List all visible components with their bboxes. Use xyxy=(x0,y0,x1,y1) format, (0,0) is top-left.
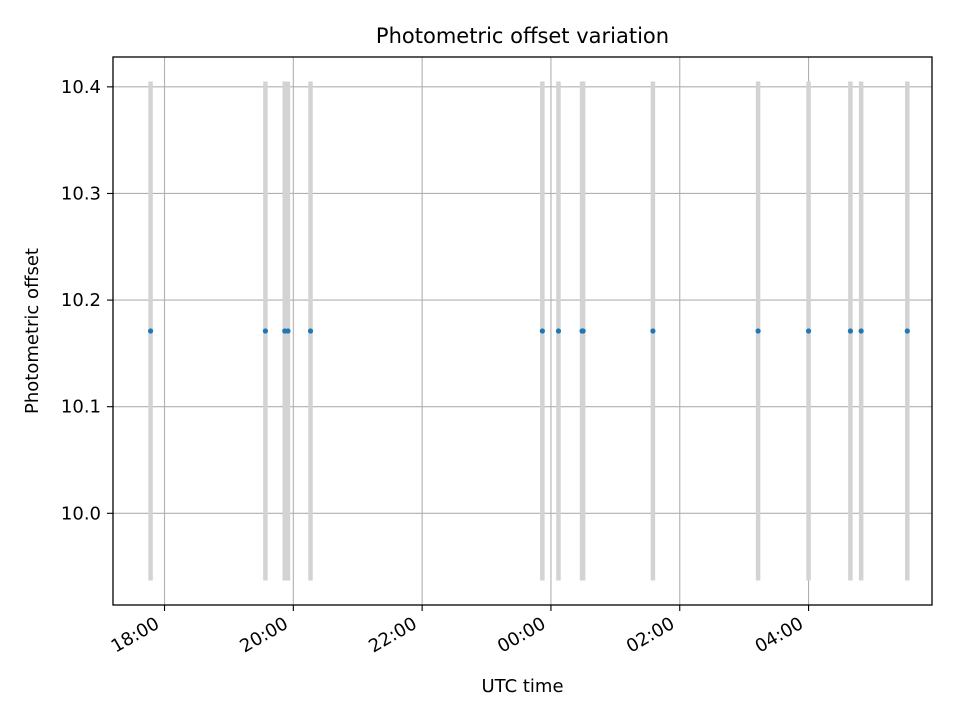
x-tick-label: 20:00 xyxy=(236,613,291,657)
data-point xyxy=(307,328,314,334)
x-tick-label: 00:00 xyxy=(494,613,549,657)
data-point xyxy=(805,328,812,334)
data-point xyxy=(539,328,545,334)
point-layer xyxy=(147,328,910,334)
y-tick-label: 10.4 xyxy=(61,77,101,98)
data-point xyxy=(755,328,761,334)
y-tick-label: 10.2 xyxy=(61,290,101,311)
data-point xyxy=(262,328,269,334)
data-point xyxy=(650,328,656,334)
plot-frame xyxy=(112,56,933,606)
y-tick-label: 10.3 xyxy=(61,183,101,204)
data-point xyxy=(904,328,910,334)
x-tick-label: 04:00 xyxy=(752,613,807,657)
data-point xyxy=(147,328,154,334)
y-tick-label: 10.0 xyxy=(61,503,101,524)
tick-layer: 18:00 20:00 22:00 00:00 02:00 04:00 10.0 10.1 10… xyxy=(61,77,810,657)
y-tick-label: 10.1 xyxy=(61,397,101,418)
x-tick-label: 22:00 xyxy=(365,613,420,657)
data-point xyxy=(580,328,586,334)
x-axis-title: UTC time xyxy=(481,676,563,697)
chart-title: Photometric offset variation xyxy=(376,24,669,48)
y-axis-title: Photometric offset xyxy=(22,248,43,414)
x-tick-label: 02:00 xyxy=(623,613,678,657)
x-tick-label: 18:00 xyxy=(108,613,163,657)
data-point xyxy=(285,328,291,334)
data-point xyxy=(858,328,864,334)
data-point xyxy=(555,328,562,334)
data-point xyxy=(847,328,854,334)
